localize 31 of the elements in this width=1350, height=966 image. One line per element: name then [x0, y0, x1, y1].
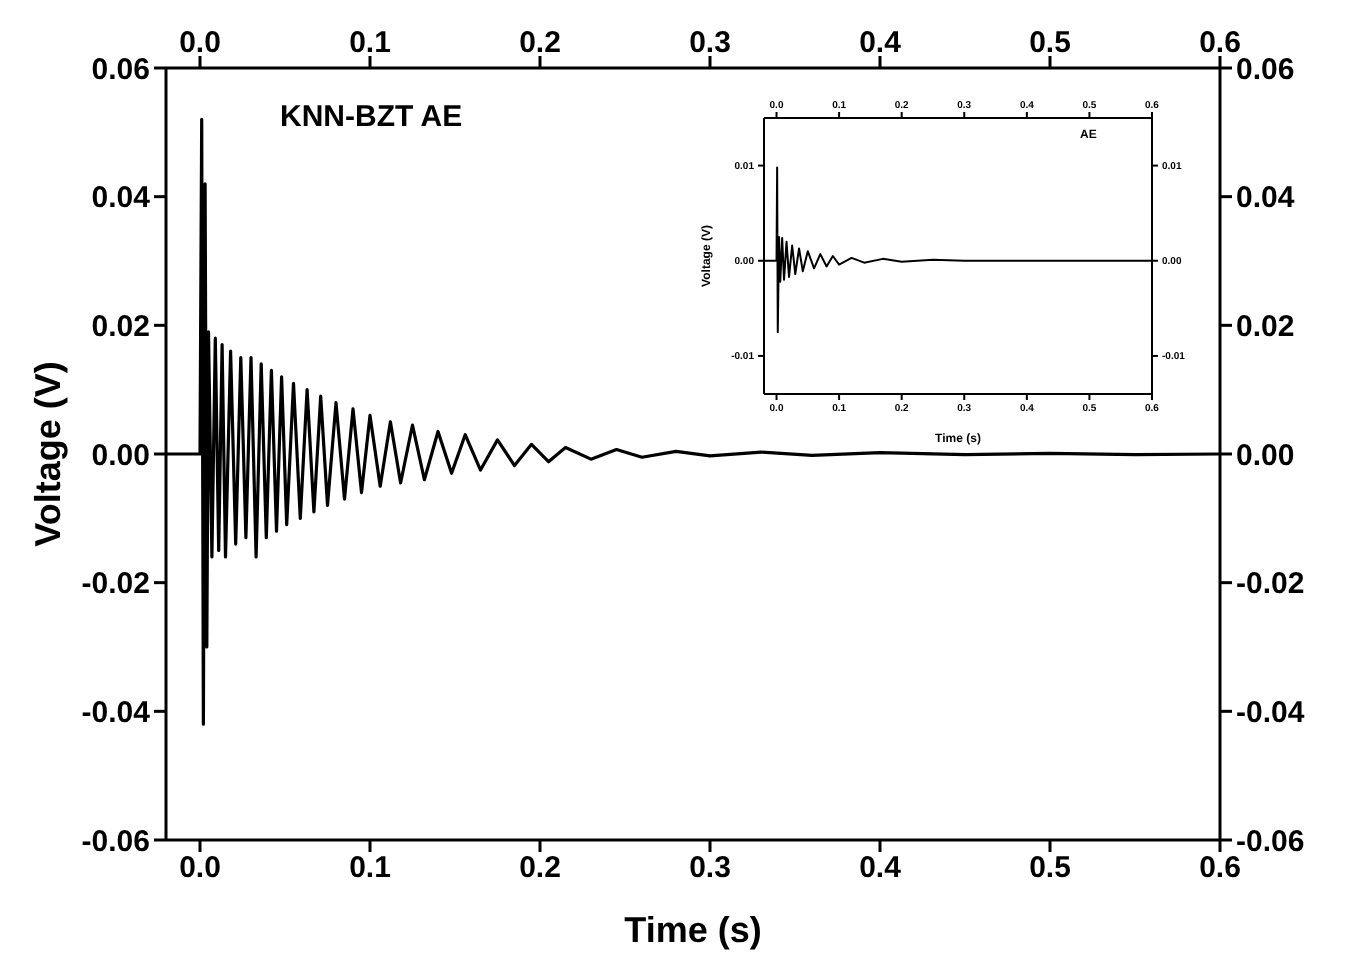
y-tick-label: -0.04: [81, 695, 152, 730]
y2-tick-label: -0.04: [1236, 695, 1306, 730]
x2-tick-label: 0.3: [689, 851, 731, 886]
y2-tick-label: -0.06: [1236, 824, 1305, 859]
x-tick-label: 0.1: [349, 26, 391, 60]
x-tick-label: 0.3: [689, 26, 731, 60]
x2-tick-label: 0.5: [1029, 851, 1071, 886]
x-tick-label: 0.6: [1199, 26, 1241, 60]
x2-tick-label: 0.2: [519, 851, 561, 886]
y2-tick-label: 0.06: [1236, 52, 1295, 87]
x-tick-label: 0.5: [1029, 26, 1071, 60]
y2-tick-label: -0.02: [1236, 567, 1305, 602]
x2-tick-label: 0.6: [1199, 851, 1241, 886]
x-tick-label: 0.4: [859, 26, 903, 60]
x-tick-label: 0.2: [519, 26, 561, 60]
y-tick-label: -0.02: [81, 567, 150, 602]
y2-tick-label: 0.00: [1236, 438, 1295, 473]
y-axis-title: Voltage (V): [28, 361, 68, 547]
y-tick-label: 0.00: [91, 438, 150, 473]
y-tick-label: -0.06: [81, 824, 150, 859]
x2-tick-label: 0.4: [859, 851, 903, 886]
y-tick-label: 0.04: [91, 181, 152, 216]
x-tick-label: 0.0: [179, 26, 221, 60]
y2-tick-label: 0.04: [1236, 181, 1296, 216]
annotation: KNN-BZT AE: [280, 100, 463, 134]
y-tick-label: 0.02: [91, 309, 150, 344]
y2-tick-label: 0.02: [1236, 309, 1295, 344]
x2-tick-label: 0.1: [349, 851, 391, 886]
x-axis-title: Time (s): [624, 910, 762, 950]
x2-tick-label: 0.0: [179, 851, 221, 886]
y-tick-label: 0.06: [91, 52, 150, 87]
